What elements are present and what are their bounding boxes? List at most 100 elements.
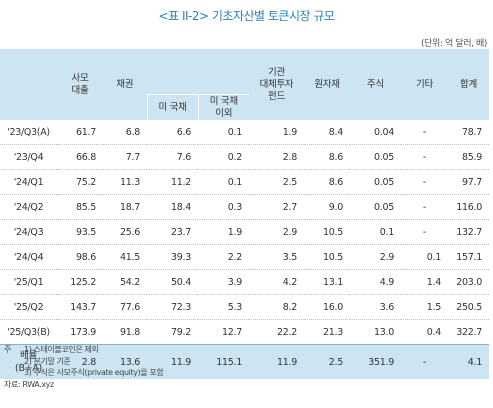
table-cell: 54.2	[103, 269, 147, 295]
table-cell: 1.5	[401, 294, 448, 320]
table-cell: 132.7	[448, 219, 489, 245]
table-cell: 21.3	[304, 319, 350, 345]
table-cell: 8.6	[304, 169, 350, 195]
ratio-cell: 115.1	[198, 344, 249, 379]
table-cell: 5.3	[198, 294, 249, 320]
table-cell: 1.9	[249, 120, 304, 145]
table-cell: 66.8	[57, 144, 103, 170]
ratio-cell: -	[401, 344, 448, 379]
table-cell: 0.1	[350, 219, 401, 245]
row-period: '24/Q3	[0, 219, 57, 245]
table-cell: 2.9	[249, 219, 304, 245]
table-cell: 2.7	[249, 194, 304, 220]
header-loan: 사모 대출	[57, 49, 103, 120]
table-cell: 23.7	[147, 219, 198, 245]
table-cell: 7.6	[147, 144, 198, 170]
row-period: '23/Q4	[0, 144, 57, 170]
table-row: '24/Q3 93.5 25.6 23.7 1.9 2.9 10.5 0.1-132.7	[0, 219, 489, 245]
notes: 주 1) 스테이블코인은 제외 2) 분기말 기준 3) 주식은 사모주식(pri…	[4, 344, 164, 390]
table-cell: -	[401, 169, 448, 195]
table-cell: 0.1	[198, 169, 249, 195]
table-cell: 13.0	[350, 319, 401, 345]
table-cell: 322.7	[448, 319, 489, 345]
ratio-cell: 2.5	[304, 344, 350, 379]
table-cell: -	[401, 120, 448, 145]
table-cell: 79.2	[147, 319, 198, 345]
table-cell: 85.5	[57, 194, 103, 220]
header-total: 합계	[448, 49, 489, 120]
table-cell: 78.7	[448, 120, 489, 145]
table-row: '24/Q4 98.6 41.5 39.3 2.2 3.5 10.5 2.9 0.1 157.1	[0, 244, 489, 270]
table-cell: 25.6	[103, 219, 147, 245]
table-cell: 18.7	[103, 194, 147, 220]
table-cell: 2.5	[249, 169, 304, 195]
table-cell: 12.7	[198, 319, 249, 345]
table-cell: 18.4	[147, 194, 198, 220]
table-cell: 2.8	[249, 144, 304, 170]
table-cell: 61.7	[57, 120, 103, 145]
table-cell: 116.0	[448, 194, 489, 220]
table-cell: 4.9	[350, 269, 401, 295]
source-note: 자료: RWA.xyz	[4, 379, 54, 389]
header-treasury-group	[147, 49, 249, 95]
ratio-row: 배율 (B÷A) 2.8 13.6 11.9 115.1 11.9 2.5 351.9-4.1	[0, 344, 489, 379]
table-cell: 3.5	[249, 244, 304, 270]
row-period: '23/Q3(A)	[0, 120, 57, 145]
table-cell: 0.3	[198, 194, 249, 220]
table-cell: 125.2	[57, 269, 103, 295]
table-cell: 2.2	[198, 244, 249, 270]
table-cell: 6.6	[147, 120, 198, 145]
note-3: 3) 주식은 사모주식(private equity)을 포함	[24, 368, 164, 377]
ratio-cell: 351.9	[350, 344, 401, 379]
ratio-cell: 11.9	[147, 344, 198, 379]
table-cell: 0.4	[401, 319, 448, 345]
row-period: '25/Q3(B)	[0, 319, 57, 345]
table-cell: 3.9	[198, 269, 249, 295]
table-row: '25/Q2 143.7 77.6 72.3 5.3 8.2 16.0 3.6 1.5 250.5	[0, 294, 489, 320]
header-non-us-treasury: 미 국채 이외	[197, 94, 249, 120]
header-commodity: 원자재	[304, 49, 350, 120]
row-period: '24/Q2	[0, 194, 57, 220]
table-cell: 77.6	[103, 294, 147, 320]
table-cell: -	[401, 144, 448, 170]
row-period: '25/Q1	[0, 269, 57, 295]
table-cell: 203.0	[448, 269, 489, 295]
table-row: '25/Q3(B) 173.9 91.8 79.2 12.7 22.2 21.3 13.0 0.…	[0, 319, 489, 345]
table-cell: 22.2	[249, 319, 304, 345]
table-cell: 2.9	[350, 244, 401, 270]
row-period: '25/Q2	[0, 294, 57, 320]
table-cell: 1.4	[401, 269, 448, 295]
table-cell: -	[401, 219, 448, 245]
table-cell: 72.3	[147, 294, 198, 320]
header-equity: 주식	[350, 49, 401, 120]
table-cell: 50.4	[147, 269, 198, 295]
header-other: 기타	[401, 49, 448, 120]
table-cell: 93.5	[57, 219, 103, 245]
table-cell: 6.8	[103, 120, 147, 145]
table-cell: 1.9	[198, 219, 249, 245]
table-cell: 11.3	[103, 169, 147, 195]
table-cell: 0.04	[350, 120, 401, 145]
header-us-treasury: 미 국채	[146, 94, 198, 120]
ratio-label: 배율 (B÷A)	[0, 344, 57, 379]
table-row: '25/Q1 125.2 54.2 50.4 3.9 4.2 13.1 4.9 1.4 203.0	[0, 269, 489, 295]
table-cell: 16.0	[304, 294, 350, 320]
table-row: '23/Q3(A) 61.7 6.8 6.6 0.1 1.9 8.4 0.04-78.7	[0, 120, 489, 145]
table-cell: 0.2	[198, 144, 249, 170]
table-cell: 91.8	[103, 319, 147, 345]
table-cell: 8.2	[249, 294, 304, 320]
table-cell: 157.1	[448, 244, 489, 270]
table-cell: 75.2	[57, 169, 103, 195]
table-row: '23/Q4 66.8 7.7 7.6 0.2 2.8 8.6 0.05-85.9	[0, 144, 489, 170]
table-cell: 7.7	[103, 144, 147, 170]
table-cell: 0.05	[350, 194, 401, 220]
table-title: <표 II-2> 기초자산별 토큰시장 규모	[158, 9, 335, 23]
ratio-cell: 4.1	[448, 344, 489, 379]
header-institutional-fund: 기관 대체투자 펀드	[249, 49, 304, 120]
ratio-cell: 2.8	[57, 344, 103, 379]
unit-label: (단위: 억 달러, 배)	[421, 39, 487, 49]
table-cell: 8.4	[304, 120, 350, 145]
table-row: '24/Q1 75.2 11.3 11.2 0.1 2.5 8.6 0.05-97.7	[0, 169, 489, 195]
table-cell: -	[401, 194, 448, 220]
table-cell: 250.5	[448, 294, 489, 320]
